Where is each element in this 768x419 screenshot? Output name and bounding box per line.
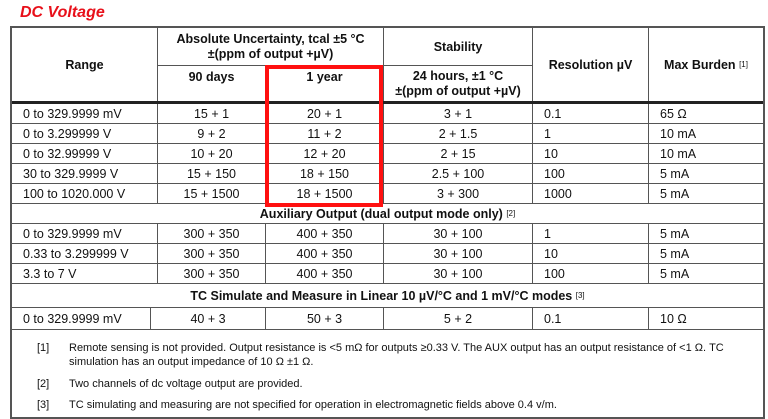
aux-section-header: Auxiliary Output (dual output mode only)…: [12, 204, 763, 224]
cell-1-year: 400 + 350: [266, 224, 384, 243]
cell-90-days: 10 + 20: [158, 144, 266, 163]
footnotes: [1] Remote sensing is not provided. Outp…: [12, 330, 763, 417]
header-90-days: 90 days: [188, 70, 235, 84]
tc-section-title-text: TC Simulate and Measure in Linear 10 µV/…: [190, 288, 573, 303]
cell-range: 30 to 329.9999 V: [12, 164, 158, 183]
cell-resolution: 1: [533, 124, 649, 143]
table-row: 0 to 329.9999 mV 40 + 3 50 + 3 5 + 2 0.1…: [12, 308, 763, 330]
header-1-year: 1 year: [306, 70, 343, 84]
cell-stability: 2 + 15: [384, 144, 533, 163]
footnote-number: [2]: [37, 378, 50, 390]
footnote-number: [1]: [37, 342, 50, 354]
cell-stability: 30 + 100: [384, 244, 533, 263]
cell-stability: 2.5 + 100: [384, 164, 533, 183]
header-max-burden: Max Burden [1]: [649, 28, 763, 101]
aux-section-title: Auxiliary Output (dual output mode only)…: [12, 204, 763, 223]
table-row: 3.3 to 7 V 300 + 350 400 + 350 30 + 100 …: [12, 264, 763, 284]
header-range: Range: [12, 28, 158, 101]
footnote-text: Remote sensing is not provided. Output r…: [69, 342, 724, 368]
cell-stability: 30 + 100: [384, 224, 533, 243]
cell-max-burden: 5 mA: [660, 246, 690, 261]
header-abs-unc-title: Absolute Uncertainty, tcal ±5 °C: [176, 31, 365, 46]
table-row: 0.33 to 3.299999 V 300 + 350 400 + 350 3…: [12, 244, 763, 264]
table-row: 0 to 329.9999 mV 15 + 1 20 + 1 3 + 1 0.1…: [12, 104, 763, 124]
cell-range: 3.3 to 7 V: [12, 264, 158, 283]
cell-range: 0 to 32.99999 V: [12, 144, 158, 163]
footnote-ref-1: [1]: [739, 60, 748, 69]
cell-1-year: 18 + 150: [266, 164, 384, 183]
footnote-text: Two channels of dc voltage output are pr…: [69, 378, 303, 390]
table-row: 30 to 329.9999 V 15 + 150 18 + 150 2.5 +…: [12, 164, 763, 184]
table-row: 0 to 3.299999 V 9 + 2 11 + 2 2 + 1.5 1 1…: [12, 124, 763, 144]
footnote-text: TC simulating and measuring are not spec…: [69, 399, 557, 411]
cell-1-year: 12 + 20: [266, 144, 384, 163]
cell-90-days: 9 + 2: [158, 124, 266, 143]
cell-resolution: 0.1: [533, 308, 649, 329]
cell-max-burden: 5 mA: [660, 266, 690, 281]
cell-1-year: 18 + 1500: [266, 184, 384, 203]
cell-90-days: 40 + 3: [151, 308, 266, 329]
cell-90-days: 300 + 350: [158, 224, 266, 243]
cell-stability: 3 + 300: [384, 184, 533, 203]
cell-range: 0 to 329.9999 mV: [12, 308, 151, 329]
cell-resolution: 0.1: [533, 104, 649, 123]
cell-max-burden: 5 mA: [660, 166, 690, 181]
header-resolution-label: Resolution µV: [548, 57, 633, 72]
header-row: Range Absolute Uncertainty, tcal ±5 °C ±…: [12, 28, 763, 104]
cell-resolution: 10: [533, 144, 649, 163]
tc-section-header: TC Simulate and Measure in Linear 10 µV/…: [12, 284, 763, 308]
cell-90-days: 300 + 350: [158, 264, 266, 283]
cell-90-days: 15 + 1500: [158, 184, 266, 203]
cell-max-burden: 10 Ω: [660, 311, 687, 326]
cell-90-days: 15 + 150: [158, 164, 266, 183]
cell-resolution: 10: [533, 244, 649, 263]
cell-90-days: 300 + 350: [158, 244, 266, 263]
cell-max-burden: 65 Ω: [660, 106, 687, 121]
cell-max-burden: 5 mA: [660, 186, 690, 201]
footnote-ref-3: [3]: [575, 291, 585, 300]
cell-resolution: 1000: [533, 184, 649, 203]
cell-stability: 3 + 1: [384, 104, 533, 123]
table-row: 0 to 32.99999 V 10 + 20 12 + 20 2 + 15 1…: [12, 144, 763, 164]
tc-section-title: TC Simulate and Measure in Linear 10 µV/…: [12, 284, 763, 307]
cell-1-year: 20 + 1: [266, 104, 384, 123]
table-row: 100 to 1020.000 V 15 + 1500 18 + 1500 3 …: [12, 184, 763, 204]
dc-voltage-spec-table: Range Absolute Uncertainty, tcal ±5 °C ±…: [10, 26, 765, 419]
footnote-number: [3]: [37, 399, 50, 411]
cell-stability: 30 + 100: [384, 264, 533, 283]
cell-range: 0 to 329.9999 mV: [12, 104, 158, 123]
cell-stability: 5 + 2: [384, 308, 533, 329]
cell-max-burden: 10 mA: [660, 126, 697, 141]
cell-max-burden: 10 mA: [660, 146, 697, 161]
header-range-label: Range: [65, 57, 104, 72]
cell-range: 0 to 329.9999 mV: [12, 224, 158, 243]
section-title: DC Voltage: [20, 4, 105, 21]
cell-1-year: 11 + 2: [266, 124, 384, 143]
header-stability-title: Stability: [433, 39, 483, 54]
cell-90-days: 15 + 1: [158, 104, 266, 123]
header-stability: Stability 24 hours, ±1 °C ±(ppm of outpu…: [384, 28, 533, 101]
header-stability-sub1: 24 hours, ±1 °C: [412, 69, 504, 83]
cell-1-year: 400 + 350: [266, 264, 384, 283]
header-stability-sub2: ±(ppm of output +µV): [395, 84, 521, 98]
cell-resolution: 1: [533, 224, 649, 243]
cell-1-year: 400 + 350: [266, 244, 384, 263]
aux-section-title-text: Auxiliary Output (dual output mode only): [259, 206, 503, 221]
cell-range: 0 to 3.299999 V: [12, 124, 158, 143]
cell-resolution: 100: [533, 264, 649, 283]
header-abs-unc-unit: ±(ppm of output +µV): [207, 46, 334, 61]
header-max-burden-label: Max Burden: [664, 57, 736, 72]
cell-stability: 2 + 1.5: [384, 124, 533, 143]
header-absolute-uncertainty: Absolute Uncertainty, tcal ±5 °C ±(ppm o…: [158, 28, 384, 101]
cell-range: 100 to 1020.000 V: [12, 184, 158, 203]
table-row: 0 to 329.9999 mV 300 + 350 400 + 350 30 …: [12, 224, 763, 244]
cell-1-year: 50 + 3: [266, 308, 384, 329]
cell-max-burden: 5 mA: [660, 226, 690, 241]
cell-resolution: 100: [533, 164, 649, 183]
footnote-ref-2: [2]: [506, 209, 516, 218]
cell-range: 0.33 to 3.299999 V: [12, 244, 158, 263]
header-resolution: Resolution µV: [533, 28, 649, 101]
